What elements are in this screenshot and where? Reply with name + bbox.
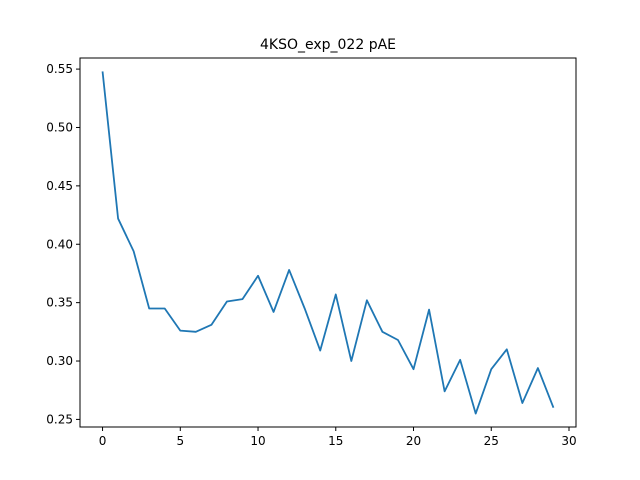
- x-tick-label: 10: [250, 434, 265, 448]
- y-tick-label: 0.35: [46, 296, 73, 310]
- series-line: [101, 71, 555, 415]
- x-axis: 0 5 10 15 20 25 30: [99, 427, 577, 448]
- y-tick-label: 0.25: [46, 412, 73, 426]
- y-tick-label: 0.50: [46, 120, 73, 134]
- x-tick-label: 20: [406, 434, 421, 448]
- x-tick-label: 25: [484, 434, 499, 448]
- x-tick-label: 15: [328, 434, 343, 448]
- x-tick-label: 5: [176, 434, 184, 448]
- x-tick-label: 0: [99, 434, 107, 448]
- y-axis: 0.25 0.30 0.35 0.40 0.45 0.50 0.55: [46, 62, 80, 426]
- y-tick-label: 0.45: [46, 179, 73, 193]
- plot-area: [101, 71, 555, 415]
- y-tick-label: 0.40: [46, 237, 73, 251]
- axes-frame: [79, 57, 577, 428]
- x-tick-label: 30: [561, 434, 576, 448]
- chart-title: 4KSO_exp_022 pAE: [260, 37, 396, 53]
- y-tick-label: 0.30: [46, 354, 73, 368]
- y-tick-label: 0.55: [46, 62, 73, 76]
